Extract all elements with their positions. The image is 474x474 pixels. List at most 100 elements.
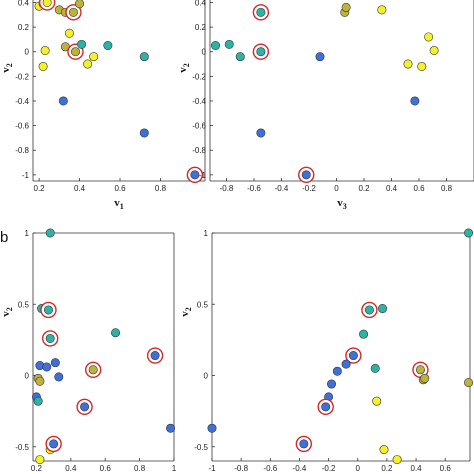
y-tick-label: 0	[25, 372, 30, 381]
y-axis-label: v2	[179, 307, 193, 317]
data-point	[35, 455, 45, 465]
y-tick-label: 0	[204, 372, 209, 381]
data-point	[89, 52, 99, 62]
y-axis-label-subscript: 2	[184, 307, 193, 311]
data-point	[166, 423, 176, 433]
data-point	[301, 170, 311, 180]
data-point	[359, 329, 369, 339]
x-tick-label: 0.2	[381, 464, 393, 473]
data-point	[43, 305, 53, 315]
data-point	[42, 362, 52, 372]
y-tick-label: -0.8	[15, 146, 29, 155]
y-tick-label: 0	[25, 48, 30, 57]
data-point	[424, 32, 434, 42]
x-tick-label: -0.6	[247, 184, 261, 193]
x-tick-label: -0.8	[220, 184, 234, 193]
data-point	[40, 45, 50, 55]
data-point	[348, 351, 358, 361]
x-tick-label: 0.8	[155, 184, 167, 193]
data-point	[77, 39, 87, 49]
y-axis-label: v2	[0, 63, 14, 73]
x-tick-label: -0.2	[302, 184, 316, 193]
data-point	[75, 0, 85, 9]
data-point	[150, 351, 160, 361]
x-tick-label: 0	[356, 464, 361, 473]
data-point	[103, 41, 113, 51]
data-point	[35, 376, 45, 386]
x-tick-label: 0.6	[114, 184, 126, 193]
y-tick-label: 0	[202, 48, 207, 57]
data-point	[372, 396, 382, 406]
y-tick-label: 0.4	[18, 0, 30, 7]
data-point	[464, 228, 474, 238]
x-axis-label-subscript: 1	[120, 202, 124, 211]
y-tick-label: -0.6	[15, 122, 29, 131]
data-point	[256, 128, 266, 138]
data-point	[420, 373, 430, 383]
x-tick-label: 0.8	[134, 464, 146, 473]
data-point	[139, 128, 149, 138]
y-tick-label: -0.5	[15, 443, 29, 452]
data-point	[88, 365, 98, 375]
data-point	[64, 28, 74, 38]
x-tick-label: -0.4	[275, 184, 289, 193]
data-point	[235, 52, 245, 62]
data-point	[58, 96, 68, 106]
data-point	[378, 304, 388, 314]
y-tick-label: -0.6	[192, 122, 206, 131]
chart-panel-a-right: -0.8 -0.6 -0.4 -0.2 0 0.2 0.4 0.6 0.8 0.4 0.2 0 -0.2…	[177, 0, 474, 211]
y-tick-label: -1	[199, 171, 207, 180]
data-point	[315, 52, 325, 62]
y-tick-label: -0.2	[15, 72, 29, 81]
data-point	[364, 305, 374, 315]
x-axis-label: v1	[114, 197, 124, 211]
chart-panel-b-left: 0.2 0.4 0.6 0.8 1 1 0.5 0 -0.5 v2	[0, 228, 177, 473]
x-axis-label: v3	[337, 197, 347, 211]
x-tick-label: -0.2	[322, 464, 336, 473]
data-point	[392, 455, 402, 465]
y-axis-label: v2	[0, 307, 14, 317]
data-point	[341, 359, 351, 369]
y-axis-label-subscript: 2	[5, 307, 14, 311]
data-point	[370, 363, 380, 373]
x-tick-label: -0.8	[234, 464, 248, 473]
data-point	[139, 52, 149, 62]
x-tick-label: 0.4	[65, 464, 77, 473]
data-point	[415, 365, 425, 375]
data-point	[429, 45, 439, 55]
data-point	[332, 366, 342, 376]
data-point	[464, 378, 474, 388]
x-axis-label-subscript: 3	[343, 202, 347, 211]
data-point	[80, 402, 90, 412]
x-tick-label: 0.8	[441, 184, 453, 193]
x-tick-label: -0.6	[263, 464, 277, 473]
y-tick-label: 1	[204, 229, 209, 238]
panel-label-b: b	[0, 229, 8, 246]
x-tick-label: 0.2	[358, 184, 370, 193]
data-point	[327, 379, 337, 389]
y-tick-label: -0.4	[15, 97, 29, 106]
data-point	[45, 228, 55, 238]
x-tick-label: 0.2	[31, 464, 43, 473]
y-tick-label: -1	[22, 171, 30, 180]
data-point	[256, 47, 266, 57]
data-point	[417, 61, 427, 71]
data-point	[207, 423, 217, 433]
data-point	[50, 358, 60, 368]
data-point	[68, 7, 78, 17]
x-tick-label: 0.4	[74, 184, 86, 193]
data-point	[299, 439, 309, 449]
x-tick-label: 0.2	[34, 184, 46, 193]
data-point	[54, 372, 64, 382]
data-point	[33, 396, 43, 406]
y-tick-label: 1	[25, 229, 30, 238]
y-axis-label: v2	[177, 63, 191, 73]
x-tick-label: -1	[208, 464, 216, 473]
y-axis-label-subscript: 2	[182, 63, 191, 67]
y-tick-label: 0.4	[195, 0, 207, 7]
x-tick-label: 0.6	[440, 464, 452, 473]
data-point	[224, 39, 234, 49]
data-point	[49, 439, 59, 449]
y-tick-label: -0.4	[192, 97, 206, 106]
